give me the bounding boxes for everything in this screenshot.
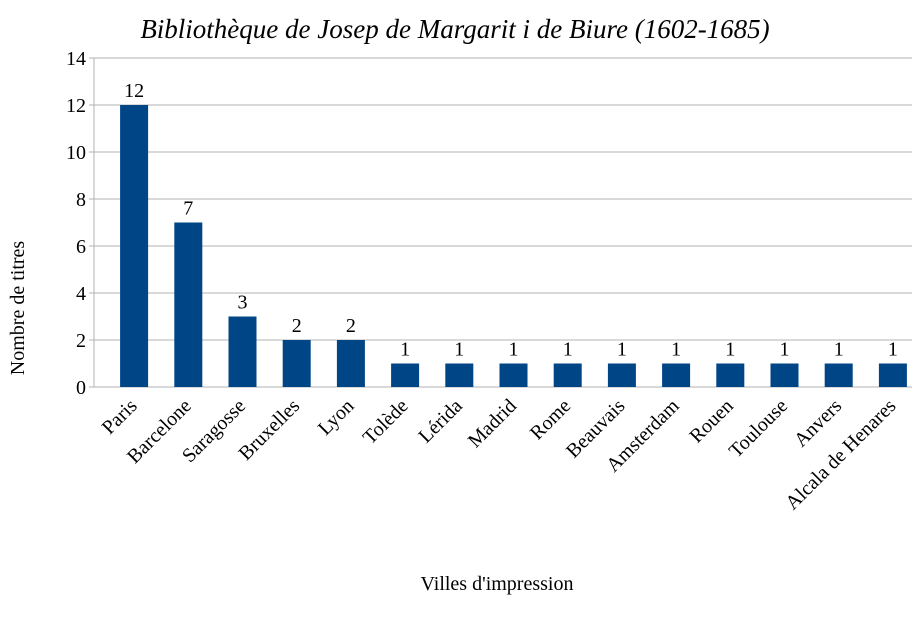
bar xyxy=(174,222,203,387)
bar xyxy=(770,363,799,387)
bar xyxy=(336,340,365,387)
data-label: 1 xyxy=(888,339,898,361)
x-tick-label: Rouen xyxy=(685,395,737,447)
chart-title: Bibliothèque de Josep de Margarit i de B… xyxy=(140,14,769,44)
x-tick-label: Lérida xyxy=(414,395,467,448)
data-label: 2 xyxy=(292,315,302,337)
bar xyxy=(662,363,691,387)
y-tick-label: 2 xyxy=(76,330,86,352)
data-label: 3 xyxy=(238,292,248,314)
bar xyxy=(716,363,745,387)
bar xyxy=(228,316,257,387)
data-label: 2 xyxy=(346,315,356,337)
data-label: 12 xyxy=(124,80,144,102)
y-axis-label: Nombre de titres xyxy=(7,241,29,376)
x-tick-label: Bruxelles xyxy=(234,395,304,465)
bar xyxy=(391,363,420,387)
x-tick-label: Paris xyxy=(98,395,142,439)
bar xyxy=(553,363,582,387)
y-tick-label: 0 xyxy=(76,377,86,399)
data-label: 1 xyxy=(617,339,627,361)
y-tick-label: 6 xyxy=(76,236,86,258)
bar xyxy=(282,340,311,387)
data-label: 1 xyxy=(780,339,790,361)
x-tick-label: Rome xyxy=(526,395,575,444)
x-tick-label: Madrid xyxy=(464,395,521,452)
bar xyxy=(120,105,149,387)
bar xyxy=(824,363,853,387)
y-tick-label: 8 xyxy=(76,189,86,211)
data-label: 1 xyxy=(671,339,681,361)
bar xyxy=(878,363,907,387)
data-label: 1 xyxy=(725,339,735,361)
data-label: 1 xyxy=(563,339,573,361)
y-tick-label: 10 xyxy=(66,142,86,164)
data-label: 1 xyxy=(509,339,519,361)
bar xyxy=(499,363,528,387)
data-label: 1 xyxy=(454,339,464,361)
data-label: 1 xyxy=(834,339,844,361)
x-tick-label: Lyon xyxy=(314,395,359,440)
x-tick-label: Tolède xyxy=(359,395,413,449)
x-tick-label: Toulouse xyxy=(725,395,792,462)
y-tick-label: 12 xyxy=(66,95,86,117)
y-tick-label: 4 xyxy=(76,283,86,305)
bar xyxy=(607,363,636,387)
x-axis-label: Villes d'impression xyxy=(421,573,574,595)
y-tick-label: 14 xyxy=(66,48,86,70)
bar xyxy=(445,363,474,387)
data-label: 1 xyxy=(400,339,410,361)
data-label: 7 xyxy=(183,198,193,220)
